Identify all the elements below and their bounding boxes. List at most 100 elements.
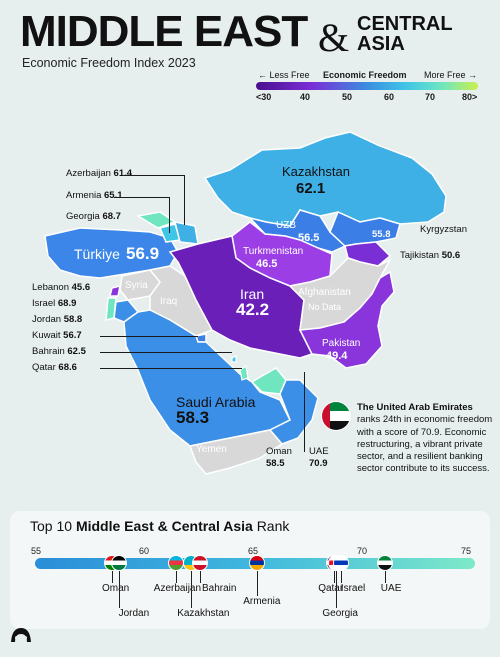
armenia-rank-stem bbox=[257, 571, 259, 596]
bahrain-rank-stem bbox=[200, 571, 201, 583]
label-saudi-name: Saudi Arabia bbox=[176, 394, 256, 410]
israel-rank-label: Israel bbox=[340, 583, 366, 594]
callout-title: The United Arab Emirates bbox=[357, 402, 473, 413]
oman-rank-label: Oman bbox=[102, 583, 130, 594]
bahrain-shape bbox=[231, 355, 237, 363]
label-kyrgyzstan: Kyrgyzstan bbox=[420, 224, 467, 235]
label-oman-name: Oman bbox=[266, 446, 292, 457]
legend-less-free: ← Less Free bbox=[258, 70, 310, 80]
title-side-line2: ASIA bbox=[357, 33, 405, 55]
label-pakistan-name: Pakistan bbox=[322, 338, 361, 349]
oman-rank-stem bbox=[112, 571, 113, 583]
georgia-rank-stem bbox=[336, 571, 338, 608]
pakistan-shape bbox=[298, 270, 395, 369]
qatar-shape bbox=[239, 364, 249, 381]
uae-rank-label: UAE bbox=[380, 583, 402, 594]
rank-title: Top 10 Middle East & Central Asia Rank bbox=[30, 518, 290, 534]
kyrgyzstan-shape bbox=[329, 210, 401, 247]
legend-tick: <30 bbox=[256, 92, 272, 102]
armenia-leader-line bbox=[114, 197, 169, 198]
label-turkiye-name: Türkiye bbox=[74, 246, 120, 262]
page-title: MIDDLE EAST bbox=[20, 7, 308, 56]
legend-tick: 70 bbox=[425, 92, 436, 102]
label-oman-value: 58.5 bbox=[266, 458, 285, 469]
azerbaijan-flag-icon bbox=[167, 555, 184, 571]
legend-tick: 50 bbox=[342, 92, 353, 102]
label-armenia: Armenia 65.1 bbox=[66, 190, 123, 201]
uae-rank-stem bbox=[384, 571, 386, 583]
rank-tick: 60 bbox=[139, 546, 150, 556]
label-afghanistan-nodata: No Data bbox=[308, 302, 342, 312]
rank-tick: 70 bbox=[357, 546, 368, 556]
title-side-line1: CENTRAL bbox=[357, 13, 453, 35]
label-syria-name: Syria bbox=[125, 280, 148, 291]
uae-flag-icon bbox=[321, 401, 351, 431]
legend-title: Economic Freedom bbox=[323, 70, 407, 80]
jordan-flag-icon bbox=[110, 555, 127, 571]
legend-tick: 80> bbox=[462, 92, 478, 102]
label-kazakhstan-name: Kazakhstan bbox=[282, 164, 350, 179]
yemen-shape bbox=[188, 429, 284, 475]
jordan-rank-label: Jordan bbox=[118, 608, 150, 619]
label-lebanon: Lebanon 45.6 bbox=[32, 282, 91, 293]
georgia-rank-label: Georgia bbox=[322, 608, 358, 619]
uae-callout: The United Arab Emirates ranks 24th in e… bbox=[357, 402, 497, 476]
armenia-leader-line-v bbox=[169, 197, 170, 233]
kazakhstan-rank-label: Kazakhstan bbox=[177, 608, 230, 619]
israel-rank-stem bbox=[340, 571, 342, 583]
label-turkmenistan-value: 46.5 bbox=[256, 258, 278, 270]
bahrain-leader-line bbox=[100, 352, 232, 353]
uae-leader-line bbox=[304, 372, 305, 452]
label-kazakhstan-value: 62.1 bbox=[296, 180, 326, 197]
label-israel: Israel 68.9 bbox=[32, 298, 77, 309]
qatar-leader-line bbox=[100, 368, 242, 369]
bahrain-rank-label: Bahrain bbox=[202, 583, 237, 594]
callout-body: ranks 24th in economic freedom with a sc… bbox=[357, 414, 493, 475]
saudi-arabia-shape bbox=[123, 309, 292, 447]
label-pakistan-value: 49.4 bbox=[326, 350, 348, 362]
kuwait-leader-line bbox=[100, 336, 198, 337]
rank-tick: 75 bbox=[461, 546, 472, 556]
label-kyrgyzstan-value: 55.8 bbox=[372, 229, 391, 240]
label-uzb-name: UZB bbox=[276, 220, 296, 231]
label-uae-value: 70.9 bbox=[309, 458, 328, 469]
rank-tick: 55 bbox=[31, 546, 42, 556]
label-azerbaijan: Azerbaijan 61.4 bbox=[66, 168, 133, 179]
legend-tick: 40 bbox=[300, 92, 311, 102]
legend-gradient-bar bbox=[256, 82, 478, 90]
oman-shape bbox=[268, 379, 319, 445]
label-turkmenistan-name: Turkmenistan bbox=[243, 246, 304, 257]
label-georgia: Georgia 68.7 bbox=[66, 211, 121, 222]
azerbaijan-leader-line-v bbox=[184, 175, 185, 225]
region-map bbox=[44, 131, 447, 475]
qatar-rank-stem bbox=[334, 571, 336, 583]
subtitle: Economic Freedom Index 2023 bbox=[22, 56, 196, 70]
label-saudi-value: 58.3 bbox=[176, 408, 210, 427]
uae-flag-icon bbox=[376, 555, 393, 571]
label-iran-value: 42.2 bbox=[236, 300, 270, 319]
qatar-rank-label: Qatar bbox=[318, 583, 344, 594]
label-jordan: Jordan 58.8 bbox=[32, 314, 83, 325]
legend-more-free: More Free → bbox=[424, 70, 478, 80]
legend-tick: 60 bbox=[384, 92, 395, 102]
label-iran-name: Iran bbox=[240, 286, 265, 302]
title-ampersand: & bbox=[318, 15, 350, 60]
rank-panel bbox=[10, 511, 490, 629]
logo-icon bbox=[8, 624, 34, 651]
armenia-flag-icon bbox=[249, 555, 266, 571]
azerbaijan-leader-line bbox=[124, 175, 184, 176]
label-iraq-name: Iraq bbox=[160, 296, 178, 307]
azerbaijan-rank-stem bbox=[175, 571, 177, 583]
kazakhstan-rank-stem bbox=[191, 571, 193, 608]
kazakhstan-shape bbox=[203, 131, 447, 227]
label-uae-name: UAE bbox=[309, 446, 329, 457]
lebanon-shape bbox=[109, 284, 121, 297]
israel-flag-icon bbox=[332, 555, 349, 571]
label-turkiye-value: 56.9 bbox=[126, 244, 160, 263]
title-side: CENTRAL ASIA bbox=[357, 14, 453, 54]
label-bahrain: Bahrain 62.5 bbox=[32, 346, 86, 357]
label-tajikistan: Tajikistan 50.6 bbox=[400, 250, 461, 261]
label-uzb-value: 56.5 bbox=[298, 232, 320, 244]
armenia-rank-label: Armenia bbox=[243, 596, 281, 607]
label-afghanistan-name: Afghanistan bbox=[298, 287, 351, 298]
